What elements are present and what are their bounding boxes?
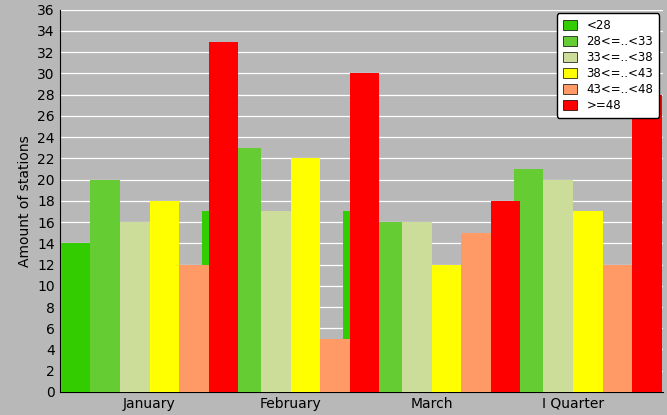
Bar bbox=[120, 222, 149, 392]
Bar bbox=[432, 264, 462, 392]
Bar bbox=[91, 180, 120, 392]
Bar bbox=[514, 169, 544, 392]
Bar bbox=[209, 42, 238, 392]
Bar bbox=[231, 148, 261, 392]
Bar bbox=[484, 243, 514, 392]
Bar bbox=[402, 222, 432, 392]
Bar bbox=[320, 339, 350, 392]
Bar bbox=[291, 159, 320, 392]
Bar bbox=[602, 264, 632, 392]
Bar bbox=[350, 73, 380, 392]
Bar bbox=[179, 264, 209, 392]
Bar bbox=[462, 233, 491, 392]
Legend: <28, 28<=..<33, 33<=..<38, 38<=..<43, 43<=..<48, >=48: <28, 28<=..<33, 33<=..<38, 38<=..<43, 43… bbox=[557, 13, 659, 118]
Bar bbox=[573, 211, 602, 392]
Bar bbox=[491, 201, 520, 392]
Bar bbox=[544, 180, 573, 392]
Bar bbox=[373, 222, 402, 392]
Bar bbox=[261, 211, 291, 392]
Y-axis label: Amount of stations: Amount of stations bbox=[17, 135, 31, 267]
Bar bbox=[61, 243, 91, 392]
Bar bbox=[632, 95, 662, 392]
Bar bbox=[344, 211, 373, 392]
Bar bbox=[149, 201, 179, 392]
Bar bbox=[202, 211, 231, 392]
